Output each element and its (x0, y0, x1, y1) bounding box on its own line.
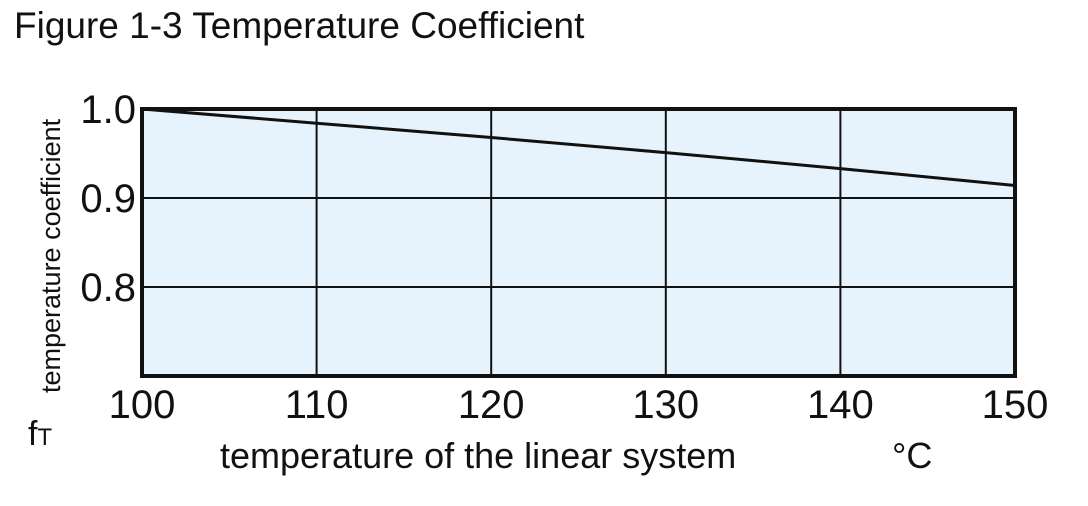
x-tick-labels: 100 110 120 130 140 150 (109, 383, 1049, 427)
x-tick-label: 100 (109, 383, 176, 427)
y-axis-symbol-sub: T (37, 424, 52, 451)
x-tick-label: 140 (807, 383, 874, 427)
y-tick-labels: 0.8 0.9 1.0 (80, 88, 136, 310)
y-axis-symbol-main: f (28, 415, 38, 453)
x-axis-label: temperature of the linear system (220, 435, 736, 476)
x-tick-label: 120 (458, 383, 525, 427)
plot-area (142, 109, 1015, 376)
y-axis-label: temperature coefficient (36, 118, 66, 393)
y-tick-label: 1.0 (80, 88, 136, 132)
plot-frame (140, 107, 1017, 378)
y-tick-label: 0.9 (80, 177, 136, 221)
y-axis-symbol: fT (28, 415, 52, 453)
x-tick-label: 110 (285, 383, 349, 427)
figure-title: Figure 1-3 Temperature Coefficient (14, 5, 585, 46)
y-tick-label: 0.8 (80, 266, 136, 310)
series-line (141, 107, 1016, 187)
x-axis-unit: °C (892, 435, 932, 476)
x-tick-label: 150 (982, 383, 1049, 427)
x-tick-label: 130 (632, 383, 699, 427)
